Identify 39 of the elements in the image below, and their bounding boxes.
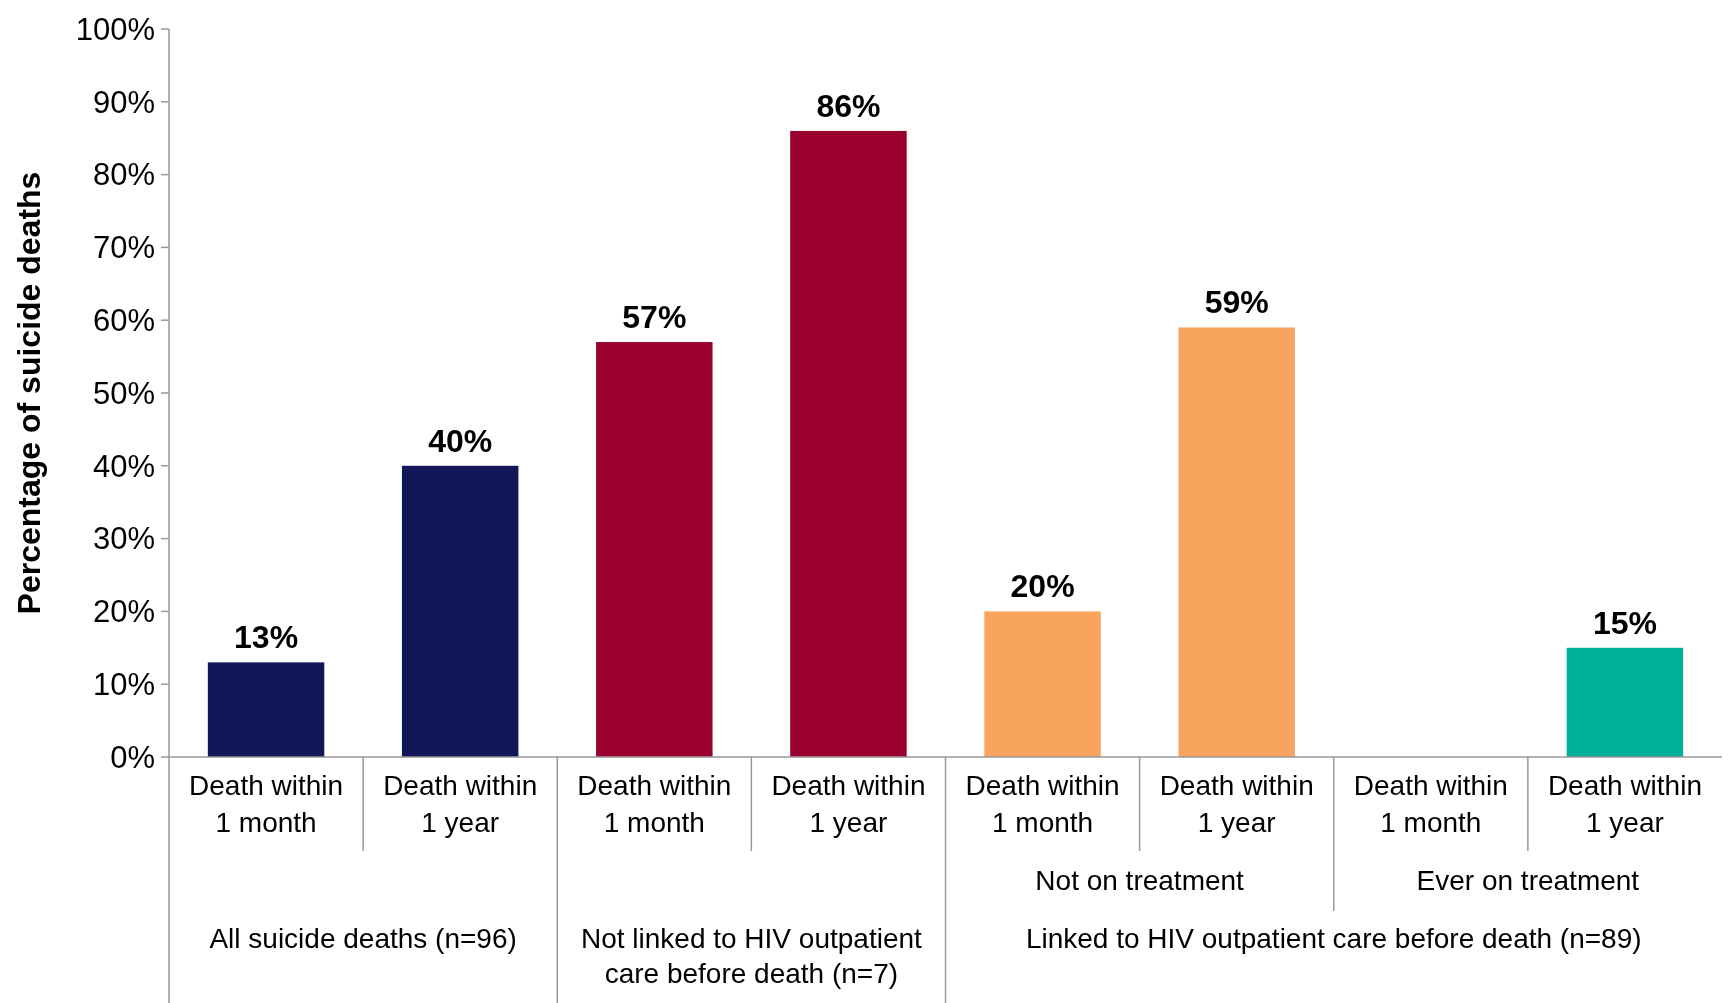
x-tick-label: Death within 1 year bbox=[1159, 770, 1314, 838]
x-tick-label: Death within 1 year bbox=[1547, 770, 1702, 838]
y-tick-label: 100% bbox=[75, 11, 155, 47]
data-label: 40% bbox=[428, 422, 493, 459]
x-tick-label: Death within 1 month bbox=[965, 770, 1120, 838]
y-tick-label: 50% bbox=[92, 375, 155, 411]
x-tick-label: Death within 1 month bbox=[1353, 770, 1508, 838]
bar bbox=[984, 611, 1101, 757]
y-tick-label: 70% bbox=[92, 230, 155, 266]
y-tick-label: 60% bbox=[92, 303, 155, 339]
bar bbox=[596, 342, 713, 757]
y-tick-label: 0% bbox=[110, 739, 155, 775]
bar bbox=[790, 130, 907, 757]
y-tick-label: 30% bbox=[92, 521, 155, 557]
x-tick-label: Death within 1 month bbox=[577, 770, 732, 838]
text: Ever on treatment bbox=[1416, 865, 1640, 896]
y-axis-title: Percentage of suicide deaths bbox=[11, 171, 47, 615]
bar bbox=[1178, 327, 1295, 757]
data-label: 57% bbox=[622, 299, 687, 336]
data-label: 59% bbox=[1204, 284, 1269, 321]
bar bbox=[401, 465, 519, 757]
y-tick-label: 10% bbox=[92, 667, 155, 703]
x-tick-label: Death within 1 year bbox=[383, 770, 538, 838]
data-label: 15% bbox=[1592, 604, 1657, 641]
bar bbox=[207, 662, 325, 757]
text: Linked to HIV outpatient care before death (n=89) bbox=[1025, 923, 1642, 954]
y-tick-label: 80% bbox=[92, 157, 155, 193]
x-tick-label: Death within 1 month bbox=[189, 770, 344, 838]
data-label: 20% bbox=[1010, 568, 1075, 605]
data-label: 86% bbox=[816, 87, 881, 124]
y-tick-label: 40% bbox=[92, 448, 155, 484]
y-tick-label: 20% bbox=[92, 594, 155, 630]
text: Not linked to HIV outpatient care before death (n=7) bbox=[580, 923, 923, 989]
data-label: 13% bbox=[234, 619, 299, 656]
y-tick-label: 90% bbox=[92, 84, 155, 120]
x-tick-label: Death within 1 year bbox=[771, 770, 926, 838]
text: Not on treatment bbox=[1035, 865, 1245, 896]
text: All suicide deaths (n=96) bbox=[209, 923, 517, 954]
bar bbox=[1566, 647, 1684, 757]
